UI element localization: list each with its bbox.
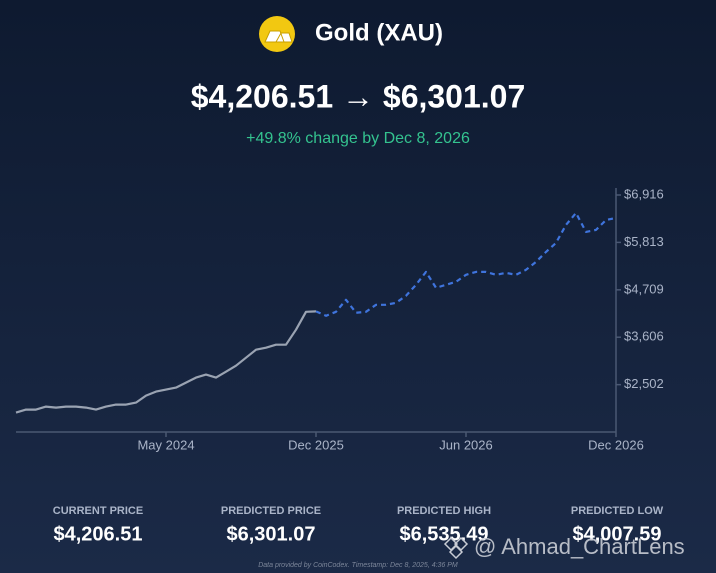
x-tick-label: May 2024	[137, 437, 194, 452]
series-line	[15, 310, 317, 414]
series-line	[315, 211, 617, 317]
stat-value: $4,007.59	[573, 523, 662, 545]
price-range: $4,206.51 → $6,301.07	[191, 78, 526, 114]
y-tick-label: $6,916	[624, 186, 664, 201]
stat-label: CURRENT PRICE	[53, 505, 143, 517]
y-tick-label: $4,709	[624, 281, 664, 296]
footer: Data provided by CoinCodex. Timestamp: D…	[258, 562, 458, 569]
stat-value: $4,206.51	[54, 523, 143, 545]
y-tick-label: $5,813	[624, 234, 664, 249]
x-tick-label: Dec 2025	[288, 437, 344, 452]
stat-label: PREDICTED LOW	[571, 505, 664, 517]
stat-label: PREDICTED PRICE	[221, 505, 321, 517]
y-tick-label: $3,606	[624, 329, 664, 344]
watermark: @ Ahmad_ChartLens	[474, 534, 685, 559]
stat-label: PREDICTED HIGH	[397, 505, 491, 517]
y-tick-label: $2,502	[624, 376, 664, 391]
logo	[259, 16, 295, 52]
stats: CURRENT PRICE $4,206.51 PREDICTED PRICE $6,…	[53, 505, 664, 545]
stat-value: $6,301.07	[227, 523, 316, 545]
x-tick-label: Dec 2026	[588, 437, 644, 452]
x-tick-label: Jun 2026	[439, 437, 493, 452]
chart: $2,502 $3,606 $4,709 $5,813 $6,916 May 2024 De…	[15, 186, 664, 452]
title: Gold (XAU)	[315, 19, 443, 46]
change: +49.8% change by Dec 8, 2026	[246, 130, 470, 147]
watermark-icon	[443, 536, 469, 560]
stat-value: $6,535.49	[400, 523, 489, 545]
